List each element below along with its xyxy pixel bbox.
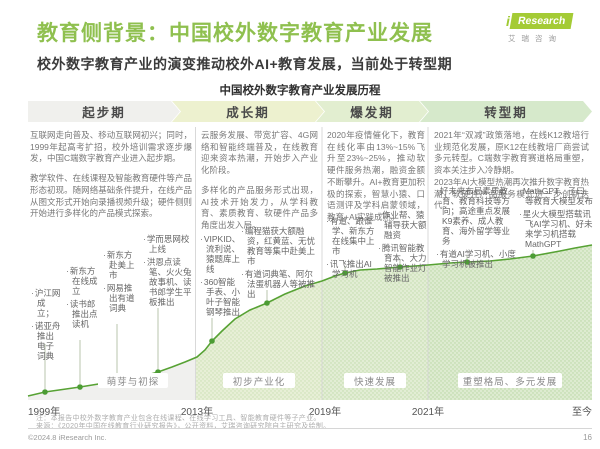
phase-pill-kuaisu: 快速发展 [344, 373, 406, 388]
footer-divider [28, 428, 592, 429]
stage-paragraphs-chengzhangqi: 云服务发展、带宽扩容、4G网络和智能终端普及，在线教育迎来资本热潮，开始步入产业… [201, 130, 318, 240]
footnote-scope: 注：本报告中校外数字教育产业包含在线课程、在线学习工具、智能教育硬件等子产业。 [36, 415, 321, 422]
stage-header-qibuqi: 起步期 [28, 101, 180, 122]
phase-pill-chubu: 初步产业化 [223, 373, 295, 388]
paragraph: 互联网走向普及、移动互联网初兴；同时，1999年起高考扩招，校外培训需求逐步爆发… [30, 130, 192, 164]
paragraph: 多样化的产品服务形式出现，AI技术开始发力，从学科教育、素质教育、软硬件产品多角… [201, 184, 318, 231]
event-item: 有道词典笔、阿尔法蛋机器人等被推出 [241, 269, 321, 299]
axis-label-2013: 2013年 [180, 407, 214, 418]
event-item: 洪恩点读笔、火火兔故事机、读书郎学生平板推出 [143, 257, 195, 307]
section-dividers [195, 127, 429, 400]
phase-pill-chongsu: 重塑格局、多元发展 [458, 373, 562, 388]
paragraph: 云服务发展、带宽扩容、4G网络和智能终端普及，在线教育迎来资本热潮，开始步入产业… [201, 130, 318, 176]
stage-header-baofaqi: 爆发期 [316, 101, 428, 122]
axis-label-1999: 1999年 [28, 407, 61, 418]
event-item: VIPKID、流利说、猿题库上线 [200, 234, 242, 274]
page-number: 16 [583, 433, 592, 442]
events-2021: 好未来布局素质教育、教育科技等方向；高途重点发展K9素养、成人教育、海外留学等业… [436, 186, 516, 272]
event-item: 好未来布局素质教育、教育科技等方向；高途重点发展K9素养、成人教育、海外留学等业… [436, 186, 516, 246]
logo-cn-name: 艾瑞咨询 [508, 34, 562, 43]
event-item: 学而思网校上线 [143, 234, 195, 254]
phase-pill-mengya: 萌芽与初探 [98, 373, 168, 388]
page-title: 教育侧背景：中国校外数字教育产业发展 [37, 22, 433, 45]
area-fills [28, 245, 592, 400]
events-2017: 编程猫获大额融资，红黄蓝、无忧教育等集中赴美上市 有道词典笔、阿尔法蛋机器人等被… [241, 226, 321, 302]
events-2005: 新东方在线成立 读书郎推出点读机 [66, 266, 98, 332]
stage-header-chengzhangqi: 成长期 [172, 101, 324, 122]
stage-header-label: 起步期 [82, 106, 126, 120]
axis-label-now: 至今 [572, 407, 592, 418]
event-item: 编程猫获大额融资，红黄蓝、无忧教育等集中赴美上市 [241, 226, 321, 266]
event-item: 有道、跟谁学、新东方在线集中上市 [326, 216, 380, 256]
event-item: 沪江网成立； [31, 288, 61, 318]
stage-header-label: 爆发期 [350, 106, 394, 120]
event-item: 诺亚舟推出电子词典 [31, 321, 61, 361]
events-2019: 有道、跟谁学、新东方在线集中上市 讯飞推出AI学习机 [326, 216, 380, 282]
copyright-text: ©2024.8 iResearch Inc. [28, 433, 107, 442]
footnote-source: 来源：《2020年中国在线教育行业研究报告》，公开资料，艾瑞咨询研究院自主研究及… [36, 423, 331, 430]
stage-paragraphs-qibuqi: 互联网走向普及、移动互联网初兴；同时，1999年起高考扩招，校外培训需求逐步爆发… [30, 130, 192, 228]
event-item: 读书郎推出点读机 [66, 299, 98, 329]
event-item: 星火大模型搭载讯飞AI学习机、好未来学习机搭载MathGPT [519, 209, 593, 249]
stage-header-label: 成长期 [226, 106, 270, 120]
axis-label-2019: 2019年 [308, 407, 342, 418]
event-item: 讯飞推出AI学习机 [326, 259, 380, 279]
event-item: 新东方在线成立 [66, 266, 98, 296]
event-item: 腾讯智能教育本、大力智能作业灯被推出 [378, 243, 428, 283]
event-item: 网易推出有道词典 [103, 283, 137, 313]
event-item: MathGPT、子曰等教育大模型发布 [519, 186, 593, 206]
axis-label-2021: 2021年 [411, 407, 445, 418]
events-2023: MathGPT、子曰等教育大模型发布 星火大模型搭载讯飞AI学习机、好未来学习机… [519, 186, 593, 252]
paragraph: 教学软件、在线课程及智能教育硬件等产品形态初现。随网络基础条件提升，在线产品从图… [30, 173, 192, 219]
stage-header-label: 转型期 [484, 106, 528, 120]
events-2020: 作业帮、猿辅导获大额融资 腾讯智能教育本、大力智能作业灯被推出 [378, 210, 428, 286]
page-subtitle: 校外数字教育产业的演变推动校外AI+教育发展，当前处于转型期 [37, 56, 453, 72]
paragraph: 2021年“双减”政策落地，在线K12教培行业规范化发展，原K12在线教培厂商尝… [434, 130, 589, 176]
events-2006: 新东方赴美上市 网易推出有道词典 [103, 250, 137, 316]
logo-i-icon: i [506, 13, 510, 29]
iresearch-logo: i Research [506, 13, 574, 29]
event-item: 360智能手表、小叶子智能钢琴推出 [200, 277, 242, 317]
events-2013: VIPKID、流利说、猿题库上线 360智能手表、小叶子智能钢琴推出 [200, 234, 242, 320]
chart-title: 中国校外数字教育产业发展历程 [219, 85, 381, 97]
events-1999: 沪江网成立； 诺亚舟推出电子词典 [31, 288, 61, 364]
event-item: 作业帮、猿辅导获大额融资 [378, 210, 428, 240]
events-2010: 学而思网校上线 洪恩点读笔、火火兔故事机、读书郎学生平板推出 [143, 234, 195, 310]
event-item: 新东方赴美上市 [103, 250, 137, 280]
event-item: 有道AI学习机、小度学习机被推出 [436, 249, 516, 269]
stage-header-zhuanxingqi: 转型期 [420, 101, 592, 122]
